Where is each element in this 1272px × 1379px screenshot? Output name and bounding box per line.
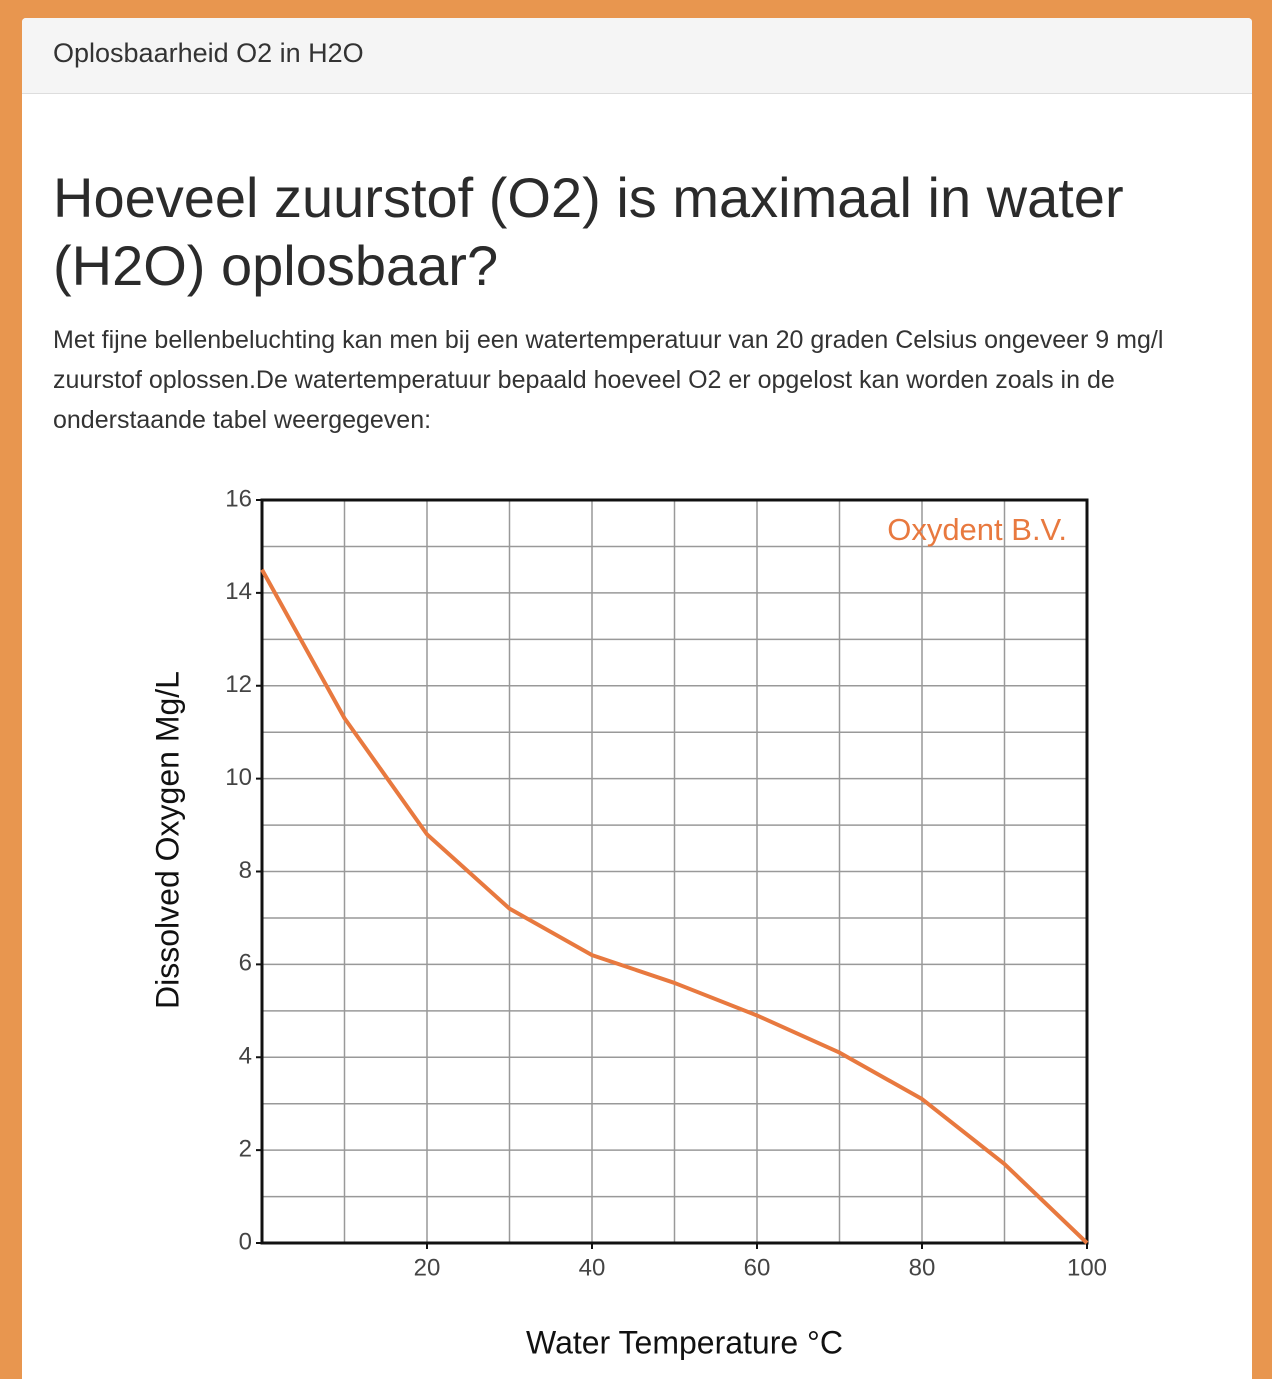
y-tick-label: 12 <box>225 671 252 698</box>
y-axis-label: Dissolved Oxygen Mg/L <box>149 671 185 1009</box>
y-tick-label: 2 <box>239 1135 252 1162</box>
y-tick-label: 4 <box>239 1043 252 1070</box>
x-tick-label: 80 <box>909 1254 936 1281</box>
x-axis-label: Water Temperature °C <box>526 1324 843 1360</box>
paragraph: Met fijne bellenbeluchting kan men bij e… <box>53 326 1164 434</box>
data-line <box>260 568 1089 1245</box>
x-tick-label: 100 <box>1067 1254 1107 1281</box>
x-tick-label: 20 <box>414 1254 441 1281</box>
heading: Hoeveel zuurstof (O2) is maximaal in wat… <box>53 166 1124 297</box>
annotation: Oxydent B.V. <box>887 512 1067 547</box>
y-tick-label: 8 <box>239 857 252 884</box>
x-tick-label: 40 <box>579 1254 606 1281</box>
y-tick-label: 16 <box>225 485 252 512</box>
card-header: Oplosbaarheid O2 in H2O <box>22 18 1252 94</box>
y-tick-label: 0 <box>239 1228 252 1255</box>
y-tick-label: 10 <box>225 764 252 791</box>
x-tick-label: 60 <box>744 1254 771 1281</box>
y-tick-label: 14 <box>225 578 252 605</box>
y-tick-label: 6 <box>239 950 252 977</box>
chart: 0 2 4 6 8 10 12 14 16 20 40 60 80 100 Oxydent B.V. Wate… <box>149 485 1107 1360</box>
